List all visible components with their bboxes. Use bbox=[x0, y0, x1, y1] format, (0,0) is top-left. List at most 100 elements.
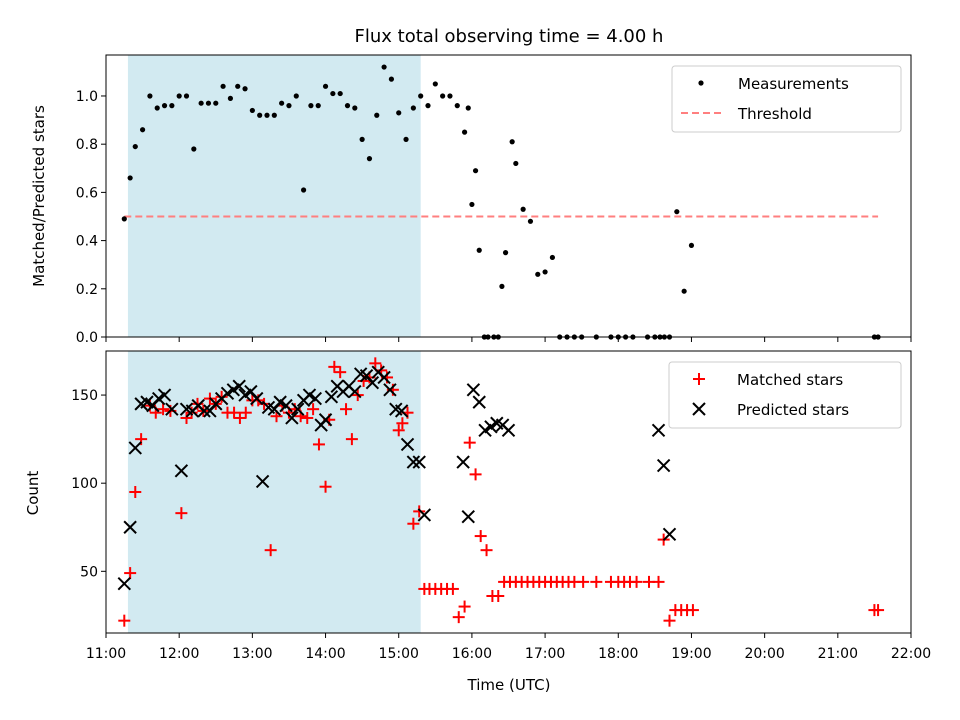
top-y-axis-label: Matched/Predicted stars bbox=[30, 105, 48, 287]
matched-star-point bbox=[590, 575, 603, 588]
measurement-point bbox=[465, 105, 471, 111]
matched-star-point bbox=[492, 589, 505, 602]
legend-measurements-marker bbox=[698, 80, 704, 86]
x-tick-label: 18:00 bbox=[598, 646, 638, 662]
predicted-star-point bbox=[461, 509, 475, 524]
x-tick-label: 21:00 bbox=[818, 646, 858, 662]
x-tick-label: 13:00 bbox=[232, 646, 272, 662]
measurement-point bbox=[176, 93, 182, 99]
predicted-star-point bbox=[412, 455, 426, 469]
legend-predicted-marker bbox=[692, 402, 706, 416]
measurement-point bbox=[227, 95, 234, 101]
predicted-star-point bbox=[232, 379, 246, 393]
matched-star-point bbox=[319, 480, 332, 493]
bottom-highlight-span bbox=[127, 351, 421, 633]
measurement-point bbox=[132, 143, 138, 150]
measurement-point bbox=[374, 112, 380, 118]
matched-star-point bbox=[577, 575, 590, 588]
top-y-tick-label: 1.0 bbox=[76, 89, 98, 105]
legend-matched-marker bbox=[693, 373, 705, 385]
predicted-star-point bbox=[285, 411, 299, 425]
measurement-point bbox=[674, 209, 680, 215]
bottom-y-tick-label: 150 bbox=[71, 388, 98, 404]
predicted-star-point bbox=[250, 391, 264, 406]
chart-title: Flux total observing time = 4.00 h bbox=[355, 26, 664, 47]
measurement-point bbox=[425, 103, 431, 109]
matched-star-point bbox=[413, 505, 426, 518]
predicted-star-point bbox=[472, 395, 486, 409]
bottom-legend-box bbox=[668, 361, 902, 429]
matched-star-point bbox=[469, 468, 482, 481]
predicted-star-point bbox=[157, 388, 172, 402]
measurement-point bbox=[147, 93, 153, 99]
matched-star-point bbox=[686, 604, 699, 617]
measurement-point bbox=[454, 103, 460, 109]
x-tick-label: 17:00 bbox=[525, 646, 565, 662]
measurement-point bbox=[242, 86, 248, 92]
top-highlight-span bbox=[127, 55, 421, 337]
measurement-point bbox=[337, 90, 343, 97]
measurement-point bbox=[352, 105, 358, 111]
measurement-point bbox=[359, 136, 365, 142]
x-tick-label: 15:00 bbox=[379, 646, 419, 662]
matched-star-point bbox=[652, 575, 665, 588]
matched-star-point bbox=[157, 403, 170, 416]
predicted-star-point bbox=[165, 402, 179, 416]
matched-star-point bbox=[340, 403, 353, 416]
matched-star-point bbox=[129, 486, 142, 498]
predicted-star-point bbox=[255, 474, 270, 489]
matched-star-point bbox=[228, 406, 241, 419]
measurement-point bbox=[271, 112, 277, 118]
measurement-point bbox=[418, 93, 424, 99]
measurement-point bbox=[264, 112, 270, 118]
measurement-point bbox=[315, 103, 321, 109]
measurement-point bbox=[154, 105, 160, 111]
predicted-star-point bbox=[466, 383, 481, 397]
matched-star-point bbox=[474, 530, 487, 543]
predicted-star-point bbox=[291, 402, 305, 416]
matched-star-point bbox=[630, 575, 643, 588]
predicted-star-point bbox=[456, 455, 470, 469]
predicted-star-point bbox=[394, 404, 409, 418]
predicted-star-point bbox=[365, 376, 380, 390]
measurement-point bbox=[688, 242, 695, 249]
measurement-point bbox=[213, 100, 219, 106]
predicted-star-point bbox=[174, 464, 189, 478]
top-axes-frame bbox=[105, 54, 912, 338]
bottom-y-tick-label: 50 bbox=[80, 564, 98, 580]
measurement-point bbox=[322, 83, 329, 89]
x-tick-label: 14:00 bbox=[305, 646, 345, 662]
top-x-ticks bbox=[105, 337, 912, 342]
predicted-star-point bbox=[417, 508, 432, 522]
predicted-star-point bbox=[123, 520, 137, 534]
measurement-point bbox=[447, 93, 453, 99]
matched-star-point bbox=[233, 411, 246, 424]
measurement-point bbox=[220, 83, 226, 89]
predicted-star-point bbox=[128, 441, 142, 455]
measurement-point bbox=[388, 76, 395, 82]
matched-star-point bbox=[396, 417, 409, 430]
measurement-point bbox=[161, 103, 168, 109]
bottom-y-ticks: 50 100 150 bbox=[71, 388, 106, 580]
matched-star-point bbox=[301, 411, 314, 424]
matched-star-point bbox=[663, 614, 676, 627]
measurement-point bbox=[205, 100, 212, 106]
matched-star-point bbox=[307, 403, 320, 416]
measurement-point bbox=[300, 187, 307, 193]
predicted-stars-points bbox=[117, 365, 677, 591]
predicted-star-point bbox=[651, 423, 666, 438]
bottom-y-tick-label: 100 bbox=[71, 476, 98, 492]
matched-star-point bbox=[452, 611, 465, 624]
measurement-point bbox=[502, 250, 509, 256]
x-tick-label: 19:00 bbox=[671, 646, 711, 662]
matched-star-point bbox=[407, 517, 420, 530]
matched-star-point bbox=[239, 406, 252, 419]
matched-star-point bbox=[463, 436, 476, 449]
measurement-point bbox=[279, 100, 285, 106]
bottom-axes-frame bbox=[105, 350, 912, 634]
top-y-tick-label: 0.2 bbox=[76, 282, 98, 298]
x-tick-label: 11:00 bbox=[86, 646, 126, 662]
matched-star-point bbox=[345, 433, 358, 446]
